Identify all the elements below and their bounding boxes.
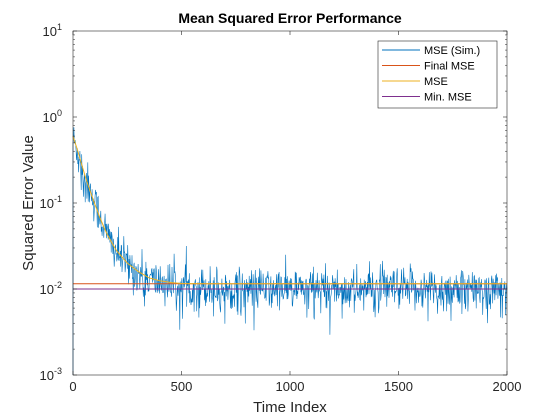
- legend: MSE (Sim.) Final MSE MSE Min. MSE: [377, 40, 498, 109]
- y-tick-label: 10-1: [40, 194, 62, 211]
- series-line-mse: [72, 135, 507, 285]
- x-axis-label: Time Index: [253, 399, 327, 416]
- x-tick-label: 2000: [493, 379, 522, 394]
- y-tick-label: 10-2: [40, 280, 62, 297]
- legend-label-final-mse: Final MSE: [424, 61, 475, 73]
- y-tick-label: 10-3: [40, 366, 62, 383]
- chart-title: Mean Squared Error Performance: [178, 10, 402, 26]
- x-tick-label: 500: [171, 379, 193, 394]
- legend-label-min-mse: Min. MSE: [424, 92, 472, 104]
- x-tick-label: 0: [69, 379, 76, 394]
- plot-lines: [72, 127, 508, 375]
- y-tick-label: 101: [43, 22, 62, 39]
- y-axis-label: Squared Error Value: [20, 135, 37, 271]
- legend-label-mse: MSE: [424, 76, 448, 88]
- legend-label-mse-sim: MSE (Sim.): [424, 45, 480, 57]
- x-tick-label: 1500: [384, 379, 413, 394]
- x-tick-label: 1000: [276, 379, 305, 394]
- ticks: 0 500 1000 1500 2000 10-3 10-2 10-1 100 101: [40, 22, 522, 394]
- y-tick-label: 100: [43, 108, 62, 125]
